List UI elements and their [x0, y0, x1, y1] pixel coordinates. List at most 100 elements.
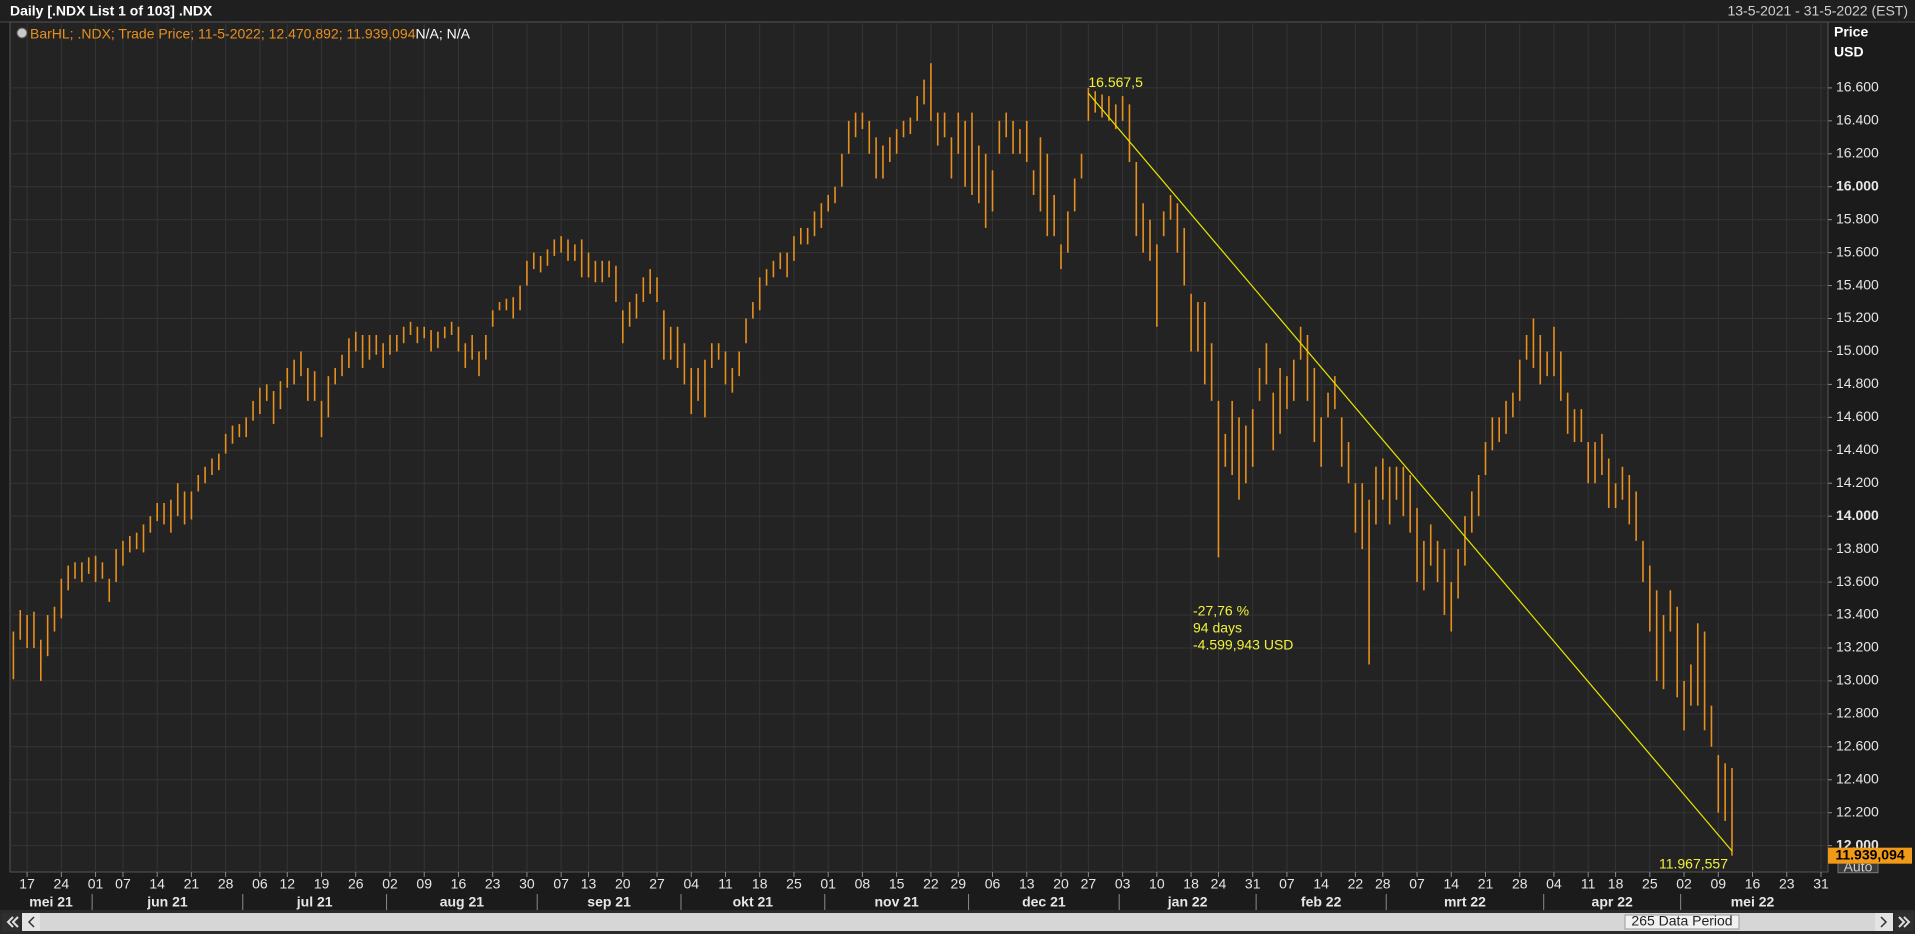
plot-area	[9, 21, 1829, 873]
scroll-thumb[interactable]	[1624, 914, 1740, 930]
trend-label: 11.967,557	[1659, 856, 1728, 872]
scroll-last-icon	[1898, 916, 1906, 928]
scroll-next-icon	[1880, 916, 1888, 928]
x-tick-label: 31	[1245, 876, 1261, 892]
x-tick-label: 04	[1546, 876, 1562, 892]
y-tick-label: 14.800	[1836, 375, 1879, 391]
x-tick-label: 29	[950, 876, 966, 892]
marks	[12, 63, 1733, 856]
x-tick-label: 25	[1642, 876, 1658, 892]
legend-text: BarHL; .NDX; Trade Price; 11-5-2022; 12.…	[30, 26, 416, 42]
x-tick-label: 14	[1313, 876, 1329, 892]
x-tick-label: 18	[752, 876, 768, 892]
x-tick-label: 15	[889, 876, 905, 892]
x-tick-label: 19	[314, 876, 330, 892]
x-tick-label: 28	[1375, 876, 1391, 892]
y-tick-label: 12.200	[1836, 803, 1879, 819]
x-tick-label: 23	[1779, 876, 1795, 892]
x-tick-label: 20	[1053, 876, 1069, 892]
month-label: jun 21	[146, 894, 188, 910]
trend-label: 16.567,5	[1088, 74, 1143, 90]
trend-line	[1087, 92, 1733, 852]
y-tick-label: 14.200	[1836, 474, 1879, 490]
month-label: aug 21	[440, 894, 485, 910]
scroll-prev[interactable]	[22, 913, 40, 931]
y-tick-label: 14.000	[1836, 507, 1879, 523]
x-tick-label: 17	[19, 876, 35, 892]
x-tick-label: 07	[115, 876, 131, 892]
x-tick-label: 07	[553, 876, 569, 892]
x-tick-label: 21	[1478, 876, 1494, 892]
legend-status: N/A; N/A	[416, 26, 471, 42]
x-tick-label: 24	[54, 876, 70, 892]
legend-icon[interactable]	[16, 27, 28, 39]
scroll-last-icon	[1903, 916, 1911, 928]
x-tick-label: 31	[1813, 876, 1829, 892]
x-tick-label: 11	[718, 876, 733, 892]
y-tick-label: 12.800	[1836, 705, 1879, 721]
x-tick-label: 13	[581, 876, 597, 892]
x-tick-label: 11	[1581, 876, 1596, 892]
last-price-badge	[1828, 847, 1912, 864]
y-tick-label: 13.800	[1836, 540, 1879, 556]
month-label: mei 22	[1731, 894, 1775, 910]
y-axis-label: Price	[1834, 24, 1868, 40]
grid	[10, 22, 1828, 872]
x-tick-label: 16	[451, 876, 467, 892]
month-label: sep 21	[587, 894, 631, 910]
annotation: -27,76 %	[1193, 603, 1249, 619]
date-range: 13-5-2021 - 31-5-2022 (EST)	[1727, 3, 1908, 19]
y-tick-label: 13.400	[1836, 606, 1879, 622]
x-tick-label: 10	[1149, 876, 1165, 892]
x-tick-label: 26	[348, 876, 364, 892]
x-tick-label: 01	[820, 876, 836, 892]
x-tick-label: 20	[615, 876, 631, 892]
annotation: 94 days	[1193, 620, 1242, 636]
month-label: dec 21	[1022, 894, 1066, 910]
scroll-prev-icon	[27, 916, 35, 928]
y-tick-label: 15.400	[1836, 276, 1879, 292]
y-tick-label: 15.600	[1836, 243, 1879, 259]
month-label: nov 21	[874, 894, 919, 910]
x-tick-label: 21	[184, 876, 200, 892]
x-tick-label: 18	[1608, 876, 1624, 892]
x-tick-label: 07	[1409, 876, 1425, 892]
y-tick-label: 16.200	[1836, 144, 1879, 160]
y-tick-label: 13.000	[1836, 672, 1879, 688]
x-tick-label: 02	[382, 876, 398, 892]
y-tick-label: 13.600	[1836, 573, 1879, 589]
annotation: -4.599,943 USD	[1193, 637, 1293, 653]
scroll-first-icon	[6, 916, 14, 928]
scroll-first-icon	[11, 916, 19, 928]
month-label: feb 22	[1301, 894, 1342, 910]
x-tick-label: 24	[1211, 876, 1227, 892]
x-tick-label: 16	[1745, 876, 1761, 892]
x-tick-label: 23	[485, 876, 501, 892]
x-tick-label: 12	[279, 876, 295, 892]
chart-title: Daily [.NDX List 1 of 103] .NDX	[10, 3, 213, 19]
x-tick-label: 02	[1676, 876, 1692, 892]
y-tick-label: 15.000	[1836, 342, 1879, 358]
y-tick-label: 14.600	[1836, 408, 1879, 424]
scroll-first[interactable]	[2, 913, 20, 931]
axes: 12.00012.20012.40012.60012.80013.00013.2…	[19, 79, 1879, 910]
scroll-track[interactable]	[40, 913, 1875, 931]
scroll-next[interactable]	[1875, 913, 1893, 931]
month-label: apr 22	[1592, 894, 1633, 910]
x-tick-label: 18	[1183, 876, 1199, 892]
month-label: jan 22	[1167, 894, 1208, 910]
x-tick-label: 22	[923, 876, 939, 892]
x-tick-label: 22	[1348, 876, 1364, 892]
title-bar	[0, 0, 1915, 22]
y-tick-label: 15.200	[1836, 309, 1879, 325]
x-tick-label: 01	[88, 876, 104, 892]
x-tick-label: 04	[683, 876, 699, 892]
x-tick-label: 06	[985, 876, 1001, 892]
y-tick-label: 16.600	[1836, 79, 1879, 95]
x-tick-label: 30	[519, 876, 535, 892]
y-tick-label: 12.400	[1836, 770, 1879, 786]
month-label: jul 21	[296, 894, 333, 910]
x-tick-label: 14	[149, 876, 165, 892]
x-tick-label: 14	[1443, 876, 1459, 892]
y-tick-label: 14.400	[1836, 441, 1879, 457]
